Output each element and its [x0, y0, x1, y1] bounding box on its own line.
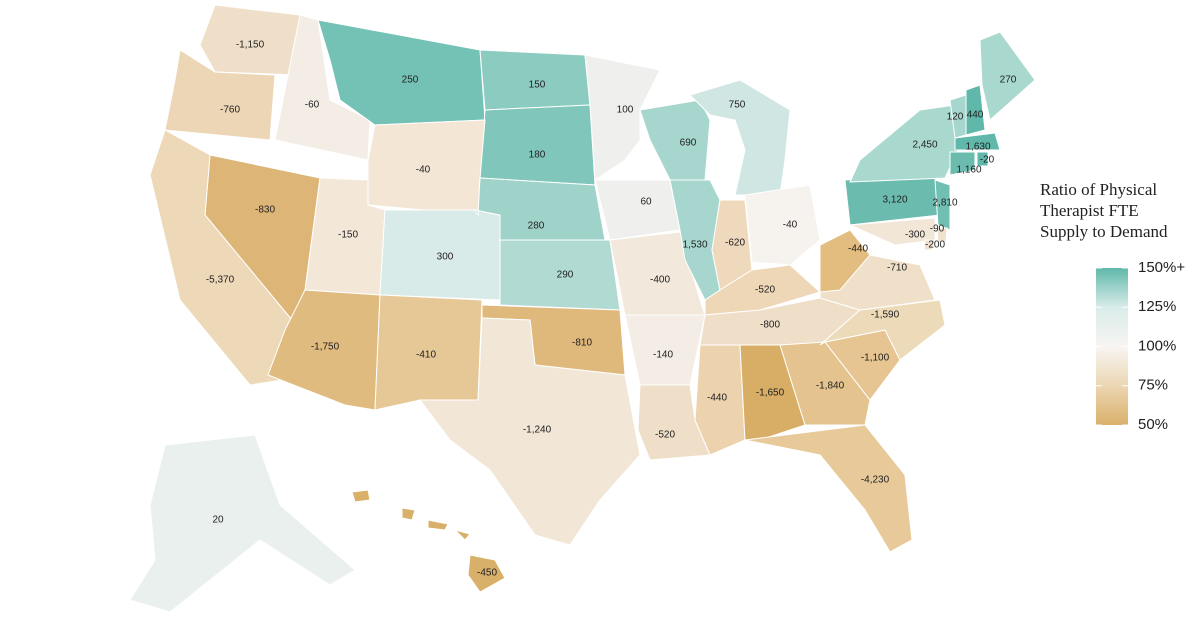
state	[467, 554, 506, 593]
state	[594, 179, 681, 241]
state-value: -1,840	[816, 381, 845, 392]
states	[129, 4, 1036, 613]
state	[479, 104, 596, 186]
state-value: -200	[925, 240, 945, 251]
state-value: 690	[680, 138, 697, 149]
state	[274, 14, 371, 161]
state-value: 1,160	[956, 165, 981, 176]
state-value: 1,530	[682, 240, 707, 251]
state-value: -300	[905, 230, 925, 241]
legend-tick-label: 125%	[1138, 298, 1176, 315]
state-value: -450	[477, 568, 497, 579]
state-value: -440	[848, 244, 868, 255]
state	[584, 54, 661, 181]
state	[427, 519, 449, 531]
state	[849, 104, 959, 183]
state	[164, 49, 276, 141]
state-value: -150	[338, 230, 358, 241]
state-value: -1,590	[871, 310, 900, 321]
state	[954, 132, 1001, 151]
legend-tick-label: 75%	[1138, 377, 1168, 394]
state-value: -520	[655, 430, 675, 441]
state	[739, 344, 806, 441]
state	[473, 177, 606, 241]
state	[453, 529, 471, 541]
state-value: -710	[887, 263, 907, 274]
state-value: -1,100	[861, 353, 890, 364]
state-value: -1,240	[523, 425, 552, 436]
state-value: 280	[528, 221, 545, 232]
legend-title: Ratio of Physical	[1040, 180, 1157, 199]
state	[934, 179, 951, 231]
state-value: 2,810	[932, 198, 957, 209]
legend-tick-label: 100%	[1138, 337, 1176, 354]
state-value: 60	[640, 197, 652, 208]
state-value: -620	[725, 238, 745, 249]
state-value: 20	[212, 515, 224, 526]
state-value: -5,370	[206, 275, 235, 286]
state-value: -60	[305, 100, 320, 111]
state-value: -1,750	[311, 342, 340, 353]
state	[401, 507, 416, 521]
state-value: 100	[617, 105, 634, 116]
state-value: -410	[416, 350, 436, 361]
state	[949, 151, 976, 176]
state	[419, 317, 641, 546]
state-value: 150	[529, 80, 546, 91]
state-value: 270	[1000, 75, 1017, 86]
state-value: -40	[783, 220, 798, 231]
state-value: -760	[220, 105, 240, 116]
state-value: 250	[402, 75, 419, 86]
state	[744, 424, 913, 553]
state-value: 2,450	[912, 140, 937, 151]
state	[979, 31, 1036, 121]
state-value: -800	[760, 320, 780, 331]
state	[976, 151, 989, 167]
state-value: 180	[529, 150, 546, 161]
state-value: -400	[650, 275, 670, 286]
legend-tick-label: 150%+	[1138, 259, 1185, 276]
state-value: 290	[557, 270, 574, 281]
state	[694, 344, 746, 456]
state-value: 440	[967, 110, 984, 121]
state-value: -4,230	[861, 475, 890, 486]
state	[819, 229, 871, 293]
legend-title: Supply to Demand	[1040, 222, 1168, 241]
state-value: 1,630	[965, 142, 990, 153]
state-value: 750	[729, 100, 746, 111]
state	[923, 239, 936, 251]
state	[639, 99, 711, 181]
legend-title: Therapist FTE	[1040, 201, 1139, 220]
state-value: 120	[947, 112, 964, 123]
state	[779, 341, 871, 426]
state-value: -40	[416, 165, 431, 176]
state-value: -440	[707, 393, 727, 404]
legend-tick-label: 50%	[1138, 416, 1168, 433]
state	[965, 84, 986, 136]
state	[199, 4, 301, 76]
state-value: -830	[255, 205, 275, 216]
state-value: -140	[653, 350, 673, 361]
state-value: -20	[980, 155, 995, 166]
state	[129, 434, 356, 613]
state	[609, 231, 706, 316]
state	[936, 227, 948, 243]
state-value: -810	[572, 338, 592, 349]
state	[744, 184, 821, 266]
state-value: -90	[930, 224, 945, 235]
legend: Ratio of Physical Therapist FTE Supply to …	[1040, 180, 1185, 433]
state-value: 300	[437, 252, 454, 263]
state-value: -520	[755, 285, 775, 296]
state-value: -1,150	[236, 40, 265, 51]
state-value: 3,120	[882, 195, 907, 206]
state-value: -1,650	[756, 388, 785, 399]
state-labels: -1,150 -760 -60 250 150 180 -40 -830 -5,370 -150 3…	[206, 40, 1017, 579]
state	[351, 489, 371, 503]
